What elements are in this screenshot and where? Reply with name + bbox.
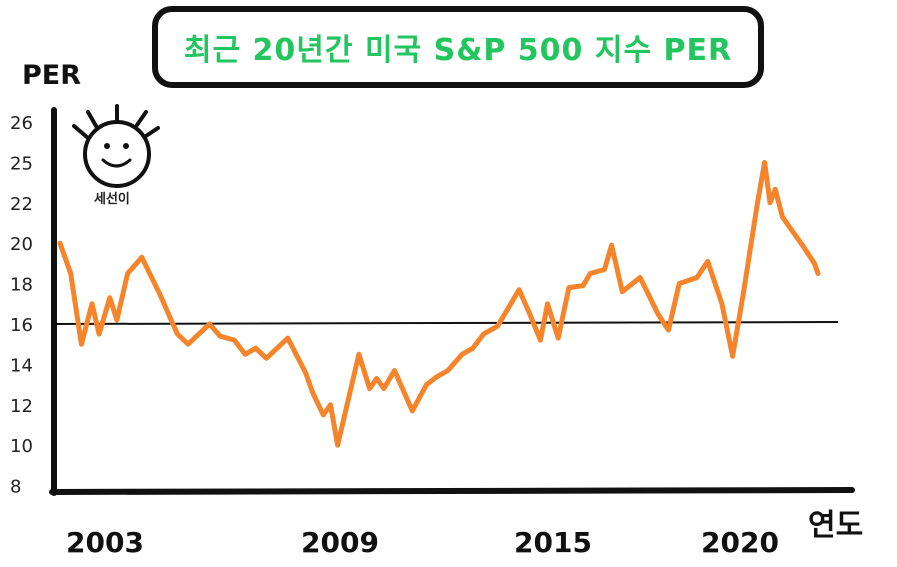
per-series-line	[57, 159, 821, 448]
y-tick-label: 25	[10, 153, 33, 174]
mascot-label: 세선이	[94, 192, 130, 207]
y-tick-label: 16	[10, 315, 33, 336]
x-axis	[49, 487, 855, 495]
y-tick-label: 12	[10, 396, 33, 417]
x-tick-label: 2009	[301, 526, 379, 559]
chart-title: 최근 20년간 미국 S&P 500 지수 PER	[183, 33, 733, 68]
y-tick-label: 18	[10, 275, 33, 296]
title-box: 최근 20년간 미국 S&P 500 지수 PER	[152, 6, 764, 88]
x-tick-label: 2015	[514, 526, 592, 559]
x-tick-label: 2003	[66, 526, 144, 559]
y-tick-label: 22	[10, 194, 33, 215]
y-tick-label: 14	[10, 355, 33, 376]
y-axis-label: PER	[22, 60, 82, 91]
y-tick-label: 10	[10, 436, 33, 457]
x-tick-labels: 2003 2009 2015 2020	[66, 526, 779, 559]
y-tick-label: 8	[10, 477, 21, 498]
x-tick-label: 2020	[701, 526, 779, 559]
y-tick-label: 20	[10, 234, 33, 255]
y-tick-label: 26	[10, 113, 33, 134]
mascot-face-icon	[72, 104, 160, 188]
x-axis-label: 연도	[808, 508, 864, 543]
y-tick-labels: 8 10 12 14 16 18 20 22 25 26	[10, 113, 33, 498]
reference-line-16	[53, 321, 839, 325]
